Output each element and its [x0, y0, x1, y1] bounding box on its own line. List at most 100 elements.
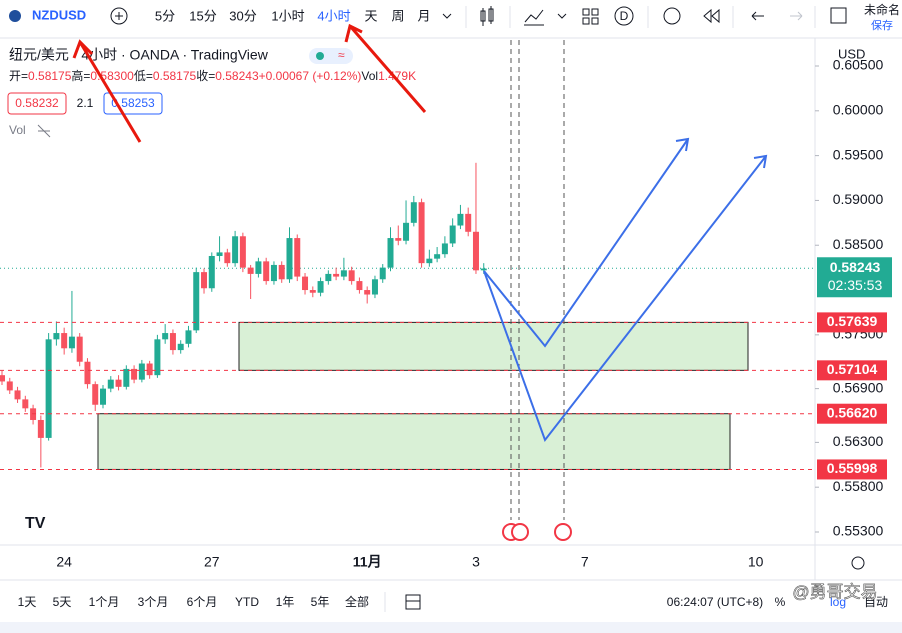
mode-button[interactable] — [614, 6, 634, 26]
candle-body — [294, 238, 301, 277]
level-label: 0.56620 — [827, 404, 878, 420]
candle-body — [208, 255, 215, 289]
interval-button[interactable]: 天 — [364, 8, 377, 23]
range-button[interactable]: 1天 — [18, 595, 37, 609]
candle-body — [201, 272, 208, 289]
candle-body — [14, 390, 21, 400]
redo-button[interactable] — [790, 11, 803, 21]
interval-button[interactable]: 周 — [391, 8, 404, 23]
candle-body — [76, 336, 83, 362]
range-button[interactable]: 5天 — [53, 595, 72, 609]
candle-body — [45, 339, 52, 438]
candle-body — [395, 238, 402, 241]
interval-button[interactable]: 4小时 — [317, 8, 350, 23]
candle-body — [472, 231, 479, 271]
candle-body — [239, 236, 246, 268]
level-label-box — [817, 459, 887, 480]
level-label: 0.55998 — [827, 460, 878, 476]
us-flag[interactable] — [554, 523, 572, 541]
range-button[interactable]: YTD — [235, 595, 259, 609]
indicators-button[interactable] — [524, 9, 544, 26]
level-label: 0.57639 — [827, 313, 878, 329]
bid-box[interactable] — [7, 92, 67, 115]
tv-logo[interactable]: TV — [25, 515, 46, 532]
interval-button[interactable]: 15分 — [189, 8, 216, 23]
indicators-dropdown[interactable] — [557, 13, 567, 19]
layout-name[interactable]: 未命名 — [864, 2, 900, 17]
candle-body — [193, 272, 200, 331]
y-tick-label: 0.56900 — [833, 379, 884, 395]
range-button[interactable]: 全部 — [345, 594, 369, 609]
save-label[interactable]: 保存 — [871, 18, 893, 32]
candle-body — [317, 281, 324, 293]
x-tick-label: 10 — [748, 554, 764, 570]
candle-body — [333, 273, 340, 277]
candle-body — [426, 258, 433, 264]
candle-body — [37, 419, 44, 438]
vol-label: Vol — [361, 69, 378, 83]
candle-body — [92, 384, 99, 405]
settings-button[interactable] — [851, 556, 865, 570]
candle-body — [379, 267, 386, 280]
level-label-box — [817, 403, 887, 424]
market-status — [309, 48, 353, 64]
candle-body — [465, 213, 472, 232]
us-flag[interactable] — [511, 523, 529, 541]
demand-zone — [238, 321, 749, 371]
candle-body — [270, 264, 277, 282]
range-button[interactable]: 1年 — [276, 595, 295, 609]
x-tick-label: 3 — [472, 554, 480, 570]
y-tick-label: 0.56300 — [833, 433, 884, 449]
templates-button[interactable] — [582, 8, 599, 25]
alert-button[interactable] — [663, 7, 681, 25]
ohlc-value: 0.58175 — [28, 69, 72, 83]
chart-type-button[interactable] — [480, 6, 494, 26]
candle-body — [418, 202, 425, 264]
range-button[interactable]: 1个月 — [89, 595, 120, 609]
candle-body — [68, 336, 75, 349]
ohlc-line: 开=0.58175高=0.58300低=0.58175收=0.58243+0.0… — [9, 68, 416, 83]
undo-button[interactable] — [751, 11, 764, 21]
symbol-flag — [9, 10, 21, 22]
y-tick-label: 0.55300 — [833, 523, 884, 539]
ohlc-label: 低= — [134, 69, 153, 83]
vol-value: 1.479K — [378, 69, 416, 83]
currency[interactable]: USD — [838, 46, 865, 61]
y-tick-label: 0.60500 — [833, 57, 884, 73]
range-group: 1天 5天 1个月 3个月 6个月 YTD 1年 5年 全部 — [18, 594, 369, 609]
layout-checkbox[interactable] — [830, 7, 847, 24]
x-tick-label: 7 — [581, 554, 589, 570]
candle-body — [115, 379, 122, 387]
interval-button[interactable]: 月 — [417, 8, 430, 23]
interval-button[interactable]: 5分 — [155, 8, 175, 23]
percent-toggle[interactable]: % — [775, 595, 786, 609]
candle-body — [177, 343, 184, 351]
auto-toggle[interactable]: 自动 — [864, 595, 888, 609]
candle-body — [169, 333, 176, 351]
candle-body — [286, 238, 293, 280]
candle-body — [224, 252, 231, 264]
interval-button[interactable]: 30分 — [229, 8, 256, 23]
y-tick-label: 0.59500 — [833, 146, 884, 162]
ohlc-label: 开= — [9, 69, 28, 83]
candle-body — [302, 276, 309, 291]
level-label: 0.57104 — [827, 361, 878, 377]
symbol[interactable]: NZDUSD — [32, 7, 86, 22]
compare-plus — [115, 12, 123, 20]
mode-label: D — [620, 9, 629, 23]
log-toggle[interactable]: log — [830, 595, 846, 609]
interval-button[interactable]: 1小时 — [271, 8, 304, 23]
range-button[interactable]: 3个月 — [138, 595, 169, 609]
interval-dropdown[interactable] — [442, 13, 452, 19]
hide-icon[interactable] — [37, 124, 51, 138]
y-tick-label: 0.60000 — [833, 102, 884, 118]
replay-button[interactable] — [703, 8, 720, 24]
candle-body — [449, 225, 456, 244]
clock[interactable]: 06:24:07 (UTC+8) — [667, 595, 763, 609]
date-range-button[interactable] — [405, 594, 421, 610]
compare-button[interactable] — [110, 7, 128, 25]
range-button[interactable]: 6个月 — [187, 595, 218, 609]
range-button[interactable]: 5年 — [311, 595, 330, 609]
candle-body — [309, 290, 316, 293]
bid: 0.58232 — [15, 96, 59, 110]
